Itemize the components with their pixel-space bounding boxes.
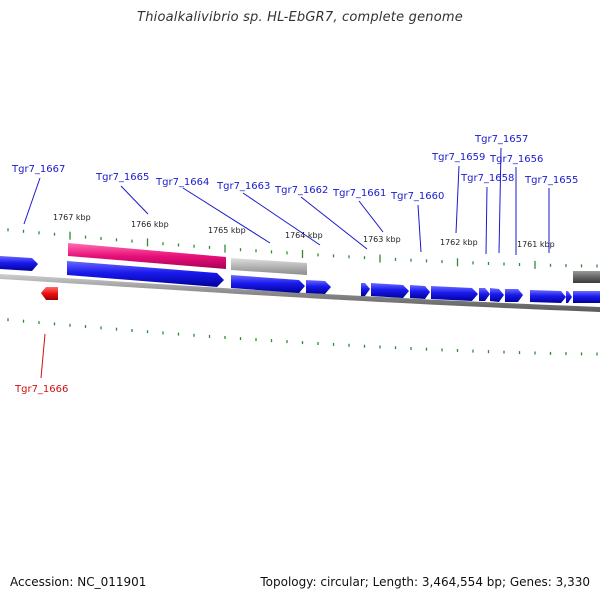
gene-labels-lower: Tgr7_1666: [14, 384, 68, 395]
kbp-label: 1766 kbp: [131, 220, 169, 229]
gene-label-leader-reverse: [40, 333, 46, 379]
gene-feature-pink[interactable]: [68, 243, 226, 269]
gene-arrow[interactable]: [306, 280, 331, 294]
gene-arrow[interactable]: [479, 288, 490, 301]
lower-tick-row: [7, 318, 598, 356]
gene-arrow[interactable]: [566, 291, 572, 303]
kbp-label: 1765 kbp: [208, 226, 246, 235]
topology-text: Topology: circular; Length: 3,464,554 bp…: [260, 575, 590, 589]
gene-label[interactable]: Tgr7_1663: [216, 181, 270, 192]
gene-arrow[interactable]: [0, 256, 38, 271]
gene-arrow-reverse[interactable]: [41, 287, 58, 300]
gene-feature-grey[interactable]: [231, 258, 307, 275]
gene-label[interactable]: Tgr7_1662: [274, 185, 328, 196]
upper-tick-row: [7, 228, 598, 269]
gene-arrow[interactable]: [371, 283, 409, 298]
gene-label[interactable]: Tgr7_1659: [431, 152, 485, 163]
gene-label[interactable]: Tgr7_1656: [489, 154, 543, 165]
kbp-label: 1764 kbp: [285, 231, 323, 240]
accession-text: Accession: NC_011901: [10, 575, 147, 589]
gene-arrow[interactable]: [530, 290, 566, 303]
gene-label-reverse[interactable]: Tgr7_1666: [14, 384, 68, 395]
gene-arrow[interactable]: [410, 285, 430, 299]
gene-label[interactable]: Tgr7_1657: [474, 134, 528, 145]
upper-strand-features: [68, 243, 600, 283]
kbp-label: 1761 kbp: [517, 240, 555, 249]
gene-label[interactable]: Tgr7_1658: [460, 173, 514, 184]
gene-arrow[interactable]: [573, 291, 600, 303]
gene-arrow[interactable]: [231, 275, 305, 293]
gene-arrow[interactable]: [490, 288, 504, 302]
gene-label[interactable]: Tgr7_1664: [155, 177, 209, 188]
genome-title: Thioalkalivibrio sp. HL-EbGR7, complete …: [137, 10, 463, 25]
kbp-scale-labels: 1767 kbp 1766 kbp 1765 kbp 1764 kbp 1763…: [53, 213, 555, 249]
gene-arrow[interactable]: [361, 283, 370, 296]
gene-label[interactable]: Tgr7_1665: [95, 172, 149, 183]
gene-labels-upper: Tgr7_1667 Tgr7_1665 Tgr7_1664 Tgr7_1663 …: [11, 134, 578, 202]
kbp-label: 1767 kbp: [53, 213, 91, 222]
kbp-label: 1763 kbp: [363, 235, 401, 244]
gene-label[interactable]: Tgr7_1661: [332, 188, 386, 199]
gene-arrow[interactable]: [431, 286, 478, 301]
gene-feature-dark[interactable]: [573, 271, 600, 283]
genome-backbone: [0, 274, 600, 312]
gene-label-leaders: [23, 147, 550, 255]
gene-label[interactable]: Tgr7_1667: [11, 164, 65, 175]
gene-arrow[interactable]: [67, 261, 224, 287]
gene-arrow[interactable]: [505, 289, 523, 302]
gene-label[interactable]: Tgr7_1655: [524, 175, 578, 186]
kbp-label: 1762 kbp: [440, 238, 478, 247]
gene-label[interactable]: Tgr7_1660: [390, 191, 444, 202]
forward-strand-genes: [0, 256, 600, 303]
